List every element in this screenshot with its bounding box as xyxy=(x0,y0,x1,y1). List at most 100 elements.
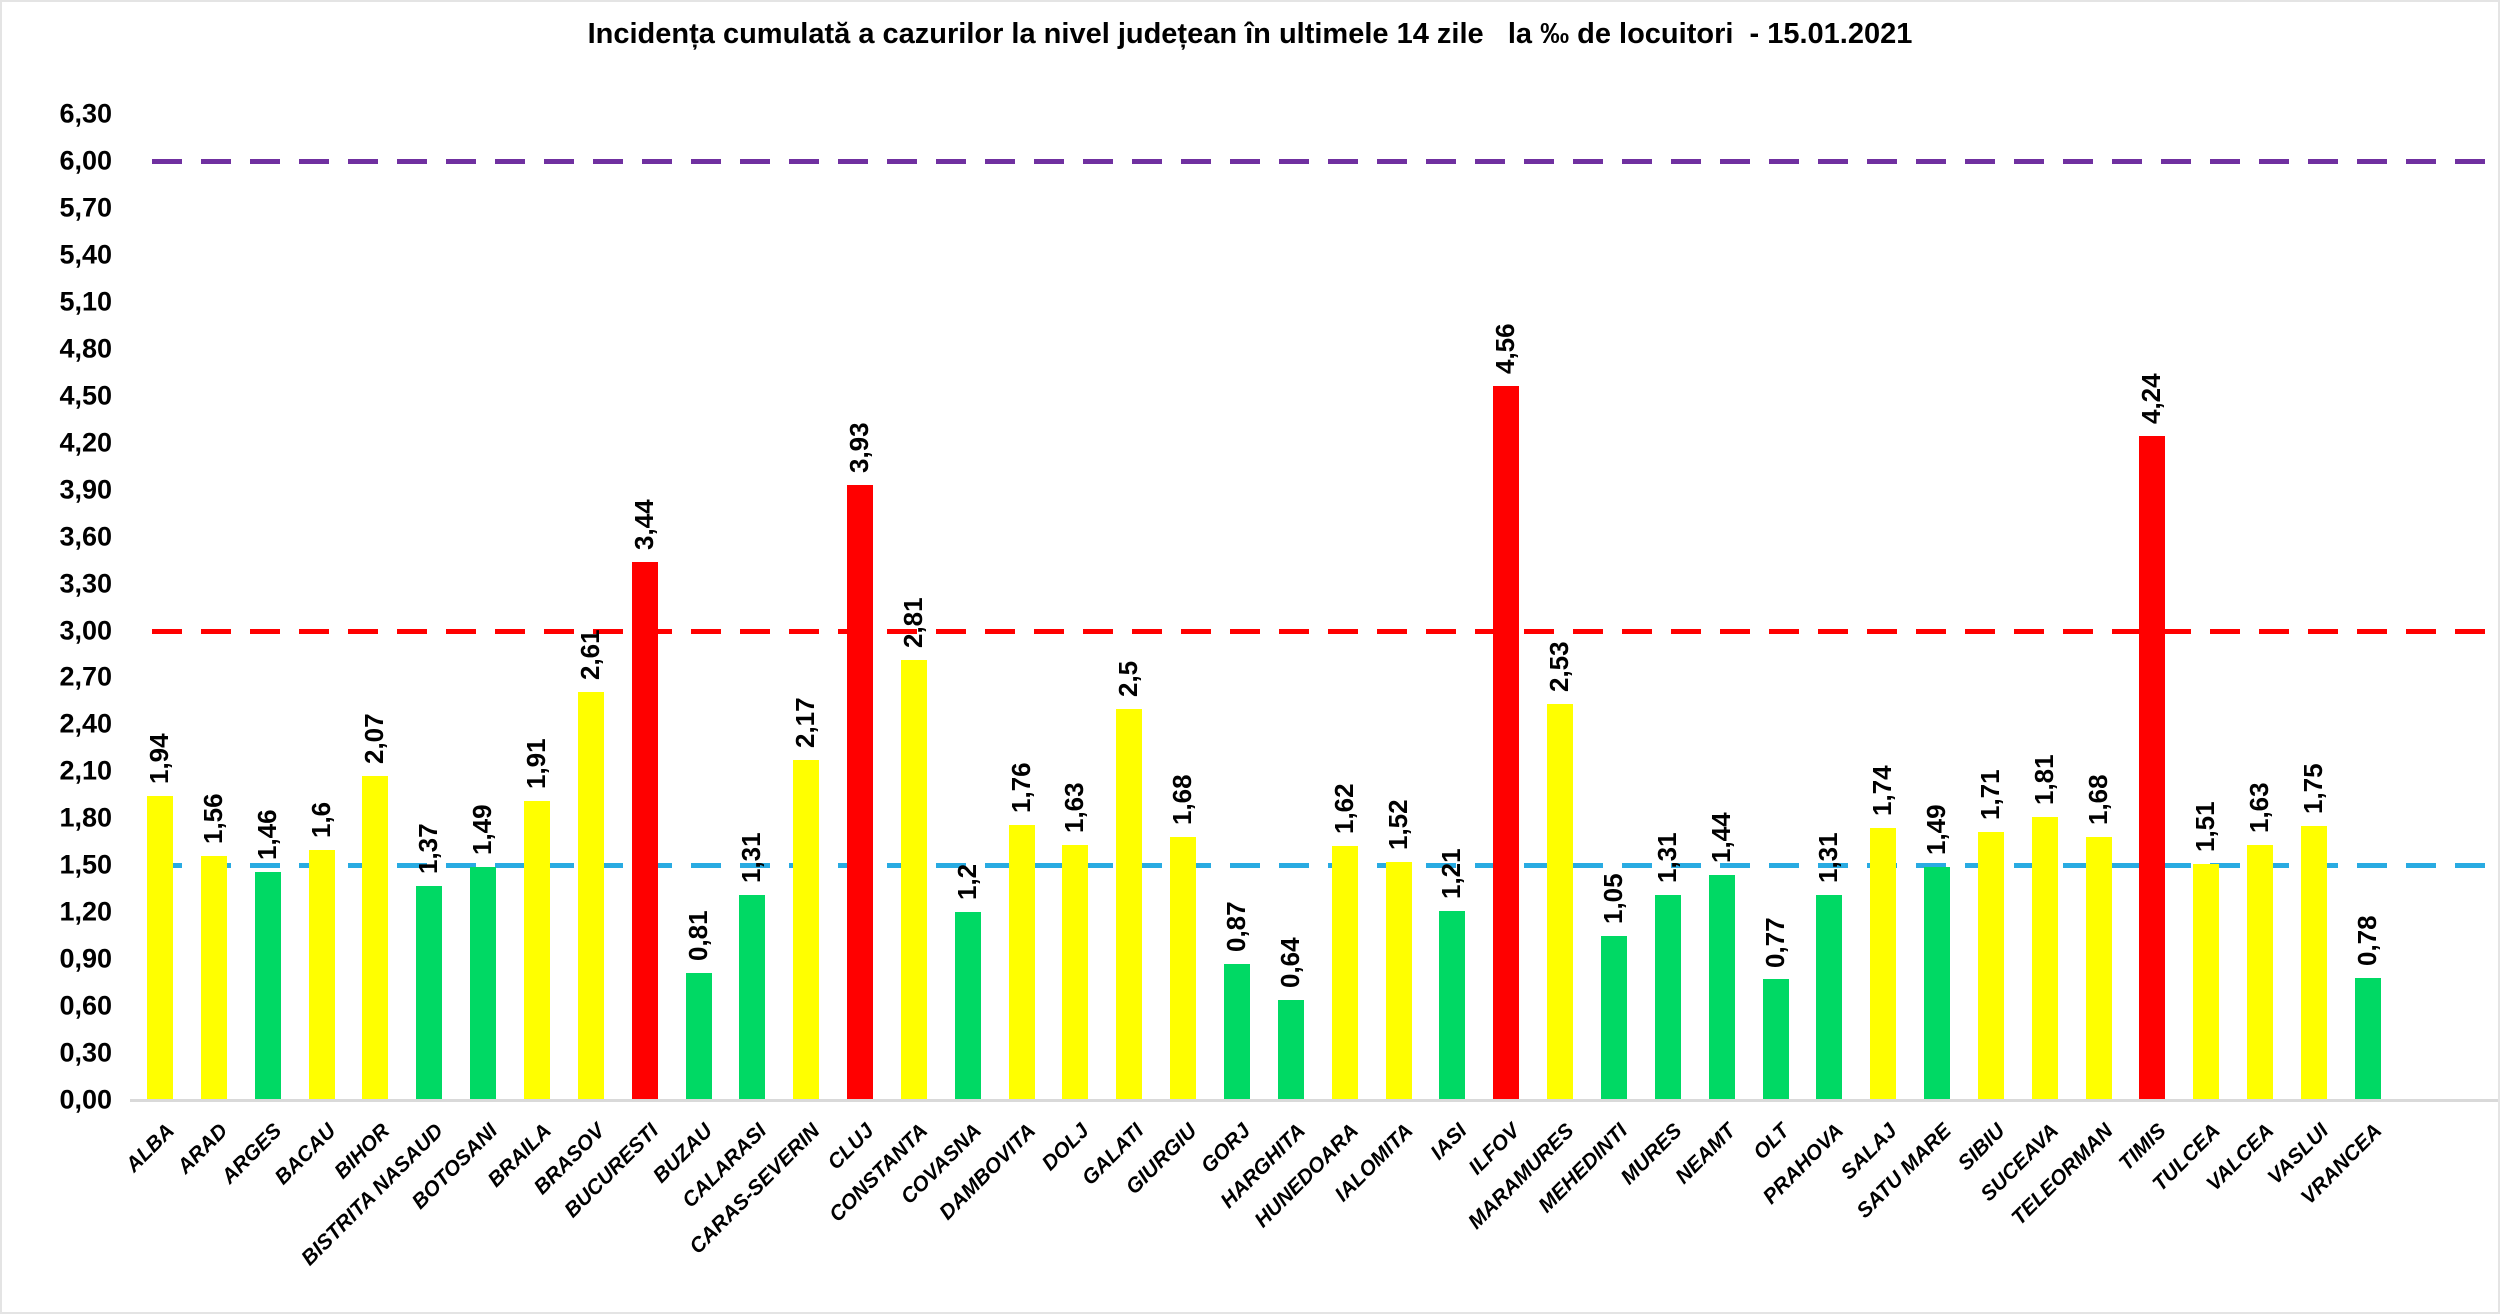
chart-title: Incidența cumulată a cazurilor la nivel … xyxy=(587,18,1913,50)
bar-value-label: 0,64 xyxy=(1274,937,1305,988)
bar-value-label: 1,31 xyxy=(736,832,767,883)
bar-value-label: 3,93 xyxy=(844,422,875,473)
bar-covasna xyxy=(954,912,981,1099)
bar-value-label: 1,21 xyxy=(1436,848,1467,899)
bar-bistrita-nasaud xyxy=(416,885,443,1099)
y-axis-tick-label: 0,60 xyxy=(59,990,112,1021)
bar-brasov xyxy=(577,691,604,1099)
bar-value-label: 1,68 xyxy=(2082,774,2113,826)
y-axis-tick-label: 4,80 xyxy=(59,333,112,364)
bar-cluj xyxy=(847,484,874,1099)
y-axis-tick-label: 0,90 xyxy=(59,943,112,974)
x-axis-line xyxy=(130,1099,2498,1102)
bar-galati xyxy=(1116,708,1143,1099)
y-axis-tick-label: 3,30 xyxy=(59,568,112,599)
bar-value-label: 3,44 xyxy=(628,499,659,550)
reference-line-3 xyxy=(152,628,2494,634)
bar-timis xyxy=(2139,436,2166,1099)
reference-line-1.5 xyxy=(152,863,2494,869)
bar-arad xyxy=(200,855,227,1099)
bar-prahova xyxy=(1816,894,1843,1099)
bar-value-label: 1,44 xyxy=(1705,812,1736,863)
y-axis-tick-label: 3,60 xyxy=(59,521,112,552)
x-axis-category-label: NEAMT xyxy=(1671,1119,1741,1189)
bar-value-label: 1,31 xyxy=(1813,832,1844,883)
bar-neamt xyxy=(1708,874,1735,1099)
bar-gorj xyxy=(1224,963,1250,1099)
bar-value-label: 1,49 xyxy=(467,804,498,855)
bar-braila xyxy=(523,801,550,1099)
bar-value-label: 2,5 xyxy=(1113,660,1144,697)
y-axis-tick-label: 4,20 xyxy=(59,427,112,458)
bar-value-label: 1,76 xyxy=(1005,761,1036,813)
bar-mehedinti xyxy=(1600,935,1627,1099)
bar-caras-severin xyxy=(793,760,820,1099)
y-axis-tick-label: 6,00 xyxy=(59,145,112,176)
reference-line-6 xyxy=(152,159,2494,164)
bar-salaj xyxy=(1870,827,1897,1099)
bar-value-label: 0,87 xyxy=(1221,901,1251,952)
bar-value-label: 2,81 xyxy=(897,597,928,649)
y-axis-tick-label: 4,50 xyxy=(59,380,112,411)
bar-value-label: 4,56 xyxy=(1490,323,1521,375)
bar-value-label: 1,63 xyxy=(1059,782,1090,833)
bar-valcea xyxy=(2247,844,2274,1099)
y-axis-tick-label: 1,20 xyxy=(59,896,112,927)
bar-suceava xyxy=(2031,816,2058,1099)
bar-value-label: 1,63 xyxy=(2244,782,2275,833)
bar-value-label: 1,37 xyxy=(413,823,444,874)
bar-dolj xyxy=(1062,844,1089,1099)
x-axis-category-label: IASI xyxy=(1425,1119,1471,1165)
bar-value-label: 1,46 xyxy=(251,808,282,860)
bar-value-label: 1,2 xyxy=(951,864,982,901)
bar-value-label: 0,77 xyxy=(1759,916,1790,968)
y-axis-tick-label: 1,50 xyxy=(59,849,112,880)
bar-value-label: 0,81 xyxy=(682,910,713,962)
y-axis-tick-label: 1,80 xyxy=(59,802,112,833)
bar-value-label: 1,74 xyxy=(1867,765,1898,816)
bar-value-label: 1,68 xyxy=(1167,774,1198,826)
bar-harghita xyxy=(1277,999,1304,1099)
bar-value-label: 1,51 xyxy=(2190,801,2221,852)
bar-hunedoara xyxy=(1331,846,1358,1099)
bar-value-label: 2,53 xyxy=(1544,641,1575,693)
bar-sibiu xyxy=(1977,832,2004,1099)
bar-iasi xyxy=(1439,910,1466,1099)
bar-calarasi xyxy=(739,894,766,1099)
bar-ialomita xyxy=(1385,862,1412,1099)
bar-value-label: 2,61 xyxy=(574,628,605,680)
bar-constanta xyxy=(900,660,927,1099)
bar-value-label: 1,52 xyxy=(1382,799,1413,851)
bar-bacau xyxy=(308,849,335,1099)
bar-value-label: 1,05 xyxy=(1597,873,1628,924)
y-axis-tick-label: 6,30 xyxy=(59,98,112,129)
bar-value-label: 1,94 xyxy=(144,733,174,785)
y-axis-tick-label: 5,40 xyxy=(59,239,112,270)
x-axis-category-label: TELEORMAN xyxy=(2006,1119,2118,1230)
bar-value-label: 1,56 xyxy=(197,793,228,844)
y-axis-tick-label: 2,70 xyxy=(59,661,112,692)
bar-value-label: 1,31 xyxy=(1651,832,1682,883)
bar-maramures xyxy=(1547,704,1574,1099)
bar-satu-mare xyxy=(1924,866,1951,1099)
bar-mures xyxy=(1654,894,1681,1099)
bar-value-label: 1,81 xyxy=(2028,754,2059,805)
bar-value-label: 1,6 xyxy=(305,801,336,838)
bar-dambovita xyxy=(1008,824,1035,1099)
bar-vaslui xyxy=(2301,826,2327,1099)
bar-value-label: 4,24 xyxy=(2136,373,2167,425)
bar-alba xyxy=(147,796,173,1099)
bar-value-label: 1,62 xyxy=(1328,783,1359,835)
y-axis-tick-label: 5,70 xyxy=(59,192,112,223)
bar-value-label: 1,49 xyxy=(1921,804,1952,855)
bar-tulcea xyxy=(2193,863,2220,1099)
bar-olt xyxy=(1762,979,1789,1099)
bar-value-label: 2,07 xyxy=(359,713,390,765)
bar-bihor xyxy=(362,776,389,1099)
bar-value-label: 1,75 xyxy=(2298,763,2328,815)
y-axis-tick-label: 3,00 xyxy=(59,615,112,645)
y-axis-tick-label: 2,10 xyxy=(59,755,112,786)
bar-botosani xyxy=(470,866,497,1099)
x-axis-category-label: OLT xyxy=(1749,1119,1795,1165)
